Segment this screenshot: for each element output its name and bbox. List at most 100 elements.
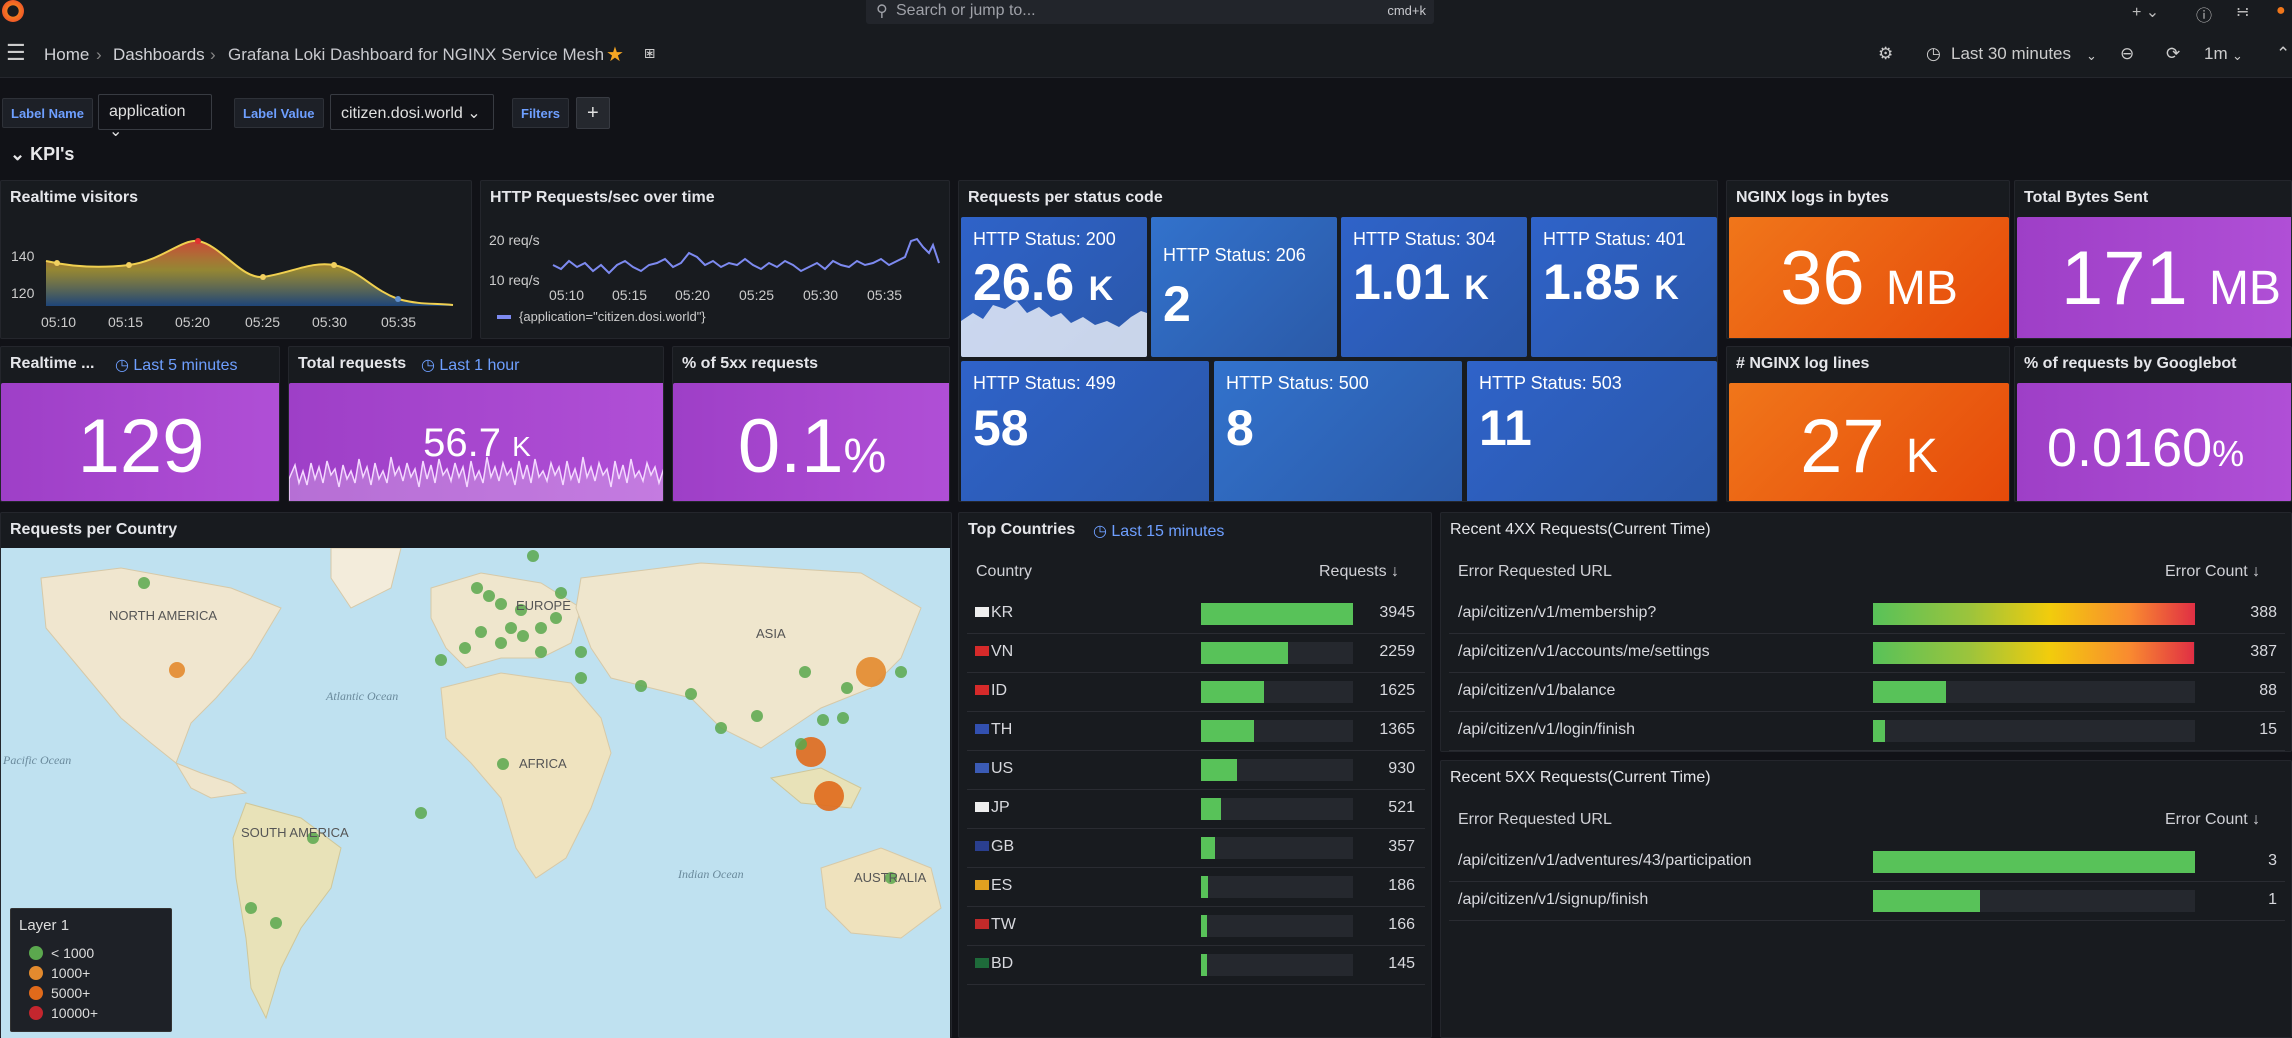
- label-name-label: Label Name: [2, 98, 93, 128]
- country-code: JP: [991, 799, 1010, 816]
- x-tick: 05:20: [175, 314, 210, 330]
- bar-gauge-fill: [1873, 642, 2195, 664]
- pct-5xx-panel: % of 5xx requests 0.1%: [672, 346, 950, 502]
- x-tick: 05:25: [739, 287, 774, 303]
- flag-icon: [975, 880, 989, 890]
- status-tile-304: HTTP Status: 304 1.01 K: [1341, 217, 1527, 357]
- x-tick: 05:15: [612, 287, 647, 303]
- column-header-count[interactable]: Error Count ↓: [2165, 563, 2261, 580]
- url-cell[interactable]: /api/citizen/v1/login/finish: [1458, 721, 1635, 738]
- y-tick: 20 req/s: [489, 232, 540, 248]
- url-cell[interactable]: /api/citizen/v1/adventures/43/participat…: [1458, 852, 1752, 869]
- label-name-select[interactable]: application ⌄: [98, 94, 212, 140]
- menu-icon[interactable]: ☰: [6, 40, 26, 65]
- breadcrumb-home[interactable]: Home: [44, 45, 90, 64]
- total-requests-panel: Total requests ◷ Last 1 hour 56.7 K: [288, 346, 664, 502]
- bar-gauge-fill: [1201, 837, 1215, 859]
- status-label: HTTP Status: 499: [973, 373, 1116, 393]
- flag-icon: [975, 841, 989, 851]
- zoom-out-icon[interactable]: ⊖: [2120, 44, 2135, 63]
- realtime-visitors-chart: 140 120 05:10 05:15 05:20 05:25 05:30 05…: [11, 238, 454, 330]
- panel-title: Realtime visitors: [10, 189, 139, 206]
- status-label: HTTP Status: 206: [1163, 245, 1306, 265]
- legend-item: 1000+: [29, 965, 90, 981]
- requests-value: 521: [1388, 799, 1415, 816]
- bar-gauge-fill: [1201, 876, 1209, 898]
- rss-icon[interactable]: ∺: [2236, 4, 2250, 21]
- url-cell[interactable]: /api/citizen/v1/membership?: [1458, 604, 1657, 621]
- y-tick: 10 req/s: [489, 272, 540, 288]
- star-icon[interactable]: ★: [606, 44, 624, 66]
- status-tile-499: HTTP Status: 499 58: [961, 361, 1209, 501]
- continent-label: AFRICA: [519, 756, 567, 771]
- nginx-bytes-panel: NGINX logs in bytes 36 MB: [1726, 180, 2010, 339]
- share-icon[interactable]: ⧆: [644, 42, 656, 62]
- stat-value: 27 K: [1800, 404, 1938, 489]
- url-cell[interactable]: /api/citizen/v1/signup/finish: [1458, 891, 1649, 908]
- count-value: 3: [2268, 852, 2277, 869]
- legend-entry[interactable]: {application="citizen.dosi.world"}: [519, 309, 706, 324]
- table-row: /api/citizen/v1/signup/finish 1: [1449, 882, 2285, 921]
- new-plus-icon[interactable]: + ⌄: [2132, 4, 2160, 21]
- status-tile-200: HTTP Status: 200 26.6 K: [961, 217, 1147, 357]
- refresh-icon[interactable]: ⟳: [2166, 44, 2181, 63]
- country-code: BD: [991, 955, 1014, 972]
- label-value-select[interactable]: citizen.dosi.world ⌄: [330, 94, 494, 130]
- table-row: ES 186: [967, 868, 1425, 907]
- country-cell: TW: [975, 916, 1016, 934]
- search-bar[interactable]: ⚲ Search or jump to... cmd+k: [866, 0, 1434, 24]
- table-row: /api/citizen/v1/balance 88: [1449, 673, 2285, 712]
- x-tick: 05:10: [41, 314, 76, 330]
- collapse-chevron-icon[interactable]: ⌃: [2276, 44, 2291, 63]
- profile-avatar[interactable]: ●: [2276, 2, 2286, 19]
- settings-gear-icon[interactable]: ⚙: [1878, 44, 1894, 63]
- stat-tile: 0.0160%: [2017, 383, 2291, 501]
- http-rps-chart: 20 req/s 10 req/s 05:10 05:15 05:20 05:2…: [489, 232, 940, 324]
- table-row: VN 2259: [967, 634, 1425, 673]
- flag-icon: [975, 724, 989, 734]
- column-header-count[interactable]: Error Count ↓: [2165, 811, 2261, 828]
- legend-dot: [29, 986, 43, 1000]
- table-row: /api/citizen/v1/login/finish 15: [1449, 712, 2285, 751]
- stat-value: 36 MB: [1780, 236, 1958, 321]
- panel-title: HTTP Requests/sec over time: [490, 189, 715, 206]
- flag-icon: [975, 919, 989, 929]
- country-cell: TH: [975, 721, 1012, 739]
- chevron-down-icon: ⌄: [2086, 48, 2097, 63]
- bar-gauge: [1201, 798, 1353, 820]
- ocean-label: Pacific Ocean: [2, 753, 71, 767]
- bar-gauge-fill: [1201, 642, 1289, 664]
- time-range-picker[interactable]: Last 30 minutes: [1951, 44, 2072, 63]
- requests-value: 930: [1388, 760, 1415, 777]
- column-header-requests[interactable]: Requests ↓: [1319, 563, 1400, 580]
- table-row: TW 166: [967, 907, 1425, 946]
- row-title[interactable]: ⌄ KPI's: [10, 144, 75, 164]
- url-cell[interactable]: /api/citizen/v1/accounts/me/settings: [1458, 643, 1710, 660]
- help-icon[interactable]: ⓘ: [2196, 8, 2213, 25]
- log-lines-panel: # NGINX log lines 27 K: [1726, 346, 2010, 502]
- status-value: 26.6 K: [973, 254, 1114, 312]
- table-row: /api/citizen/v1/adventures/43/participat…: [1449, 843, 2285, 882]
- requests-value: 2259: [1379, 643, 1415, 660]
- column-header-country[interactable]: Country: [976, 563, 1033, 580]
- column-header-url[interactable]: Error Requested URL: [1458, 563, 1612, 580]
- url-cell[interactable]: /api/citizen/v1/balance: [1458, 682, 1616, 699]
- legend-dot: [29, 966, 43, 980]
- bytes-sent-panel: Total Bytes Sent 171 MB: [2014, 180, 2292, 339]
- x-tick: 05:35: [867, 287, 902, 303]
- requests-value: 3945: [1379, 604, 1415, 621]
- status-value: 11: [1479, 400, 1532, 456]
- country-cell: VN: [975, 643, 1013, 661]
- search-shortcut: cmd+k: [1387, 3, 1426, 18]
- add-filter-button[interactable]: +: [576, 97, 610, 129]
- column-header-url[interactable]: Error Requested URL: [1458, 811, 1612, 828]
- panel-title: # NGINX log lines: [1736, 355, 1870, 372]
- refresh-interval[interactable]: 1m: [2204, 44, 2228, 63]
- grafana-logo[interactable]: [2, 0, 24, 22]
- realtime-visitors-panel: Realtime visitors 140 120 05:10 05:15 05…: [0, 180, 472, 339]
- legend-item: 10000+: [29, 1005, 98, 1021]
- stat-value: 0.0160%: [2047, 418, 2245, 478]
- status-tile-206: HTTP Status: 206 2: [1151, 217, 1337, 357]
- breadcrumb-dashboards[interactable]: Dashboards: [113, 45, 205, 64]
- x-tick: 05:20: [675, 287, 710, 303]
